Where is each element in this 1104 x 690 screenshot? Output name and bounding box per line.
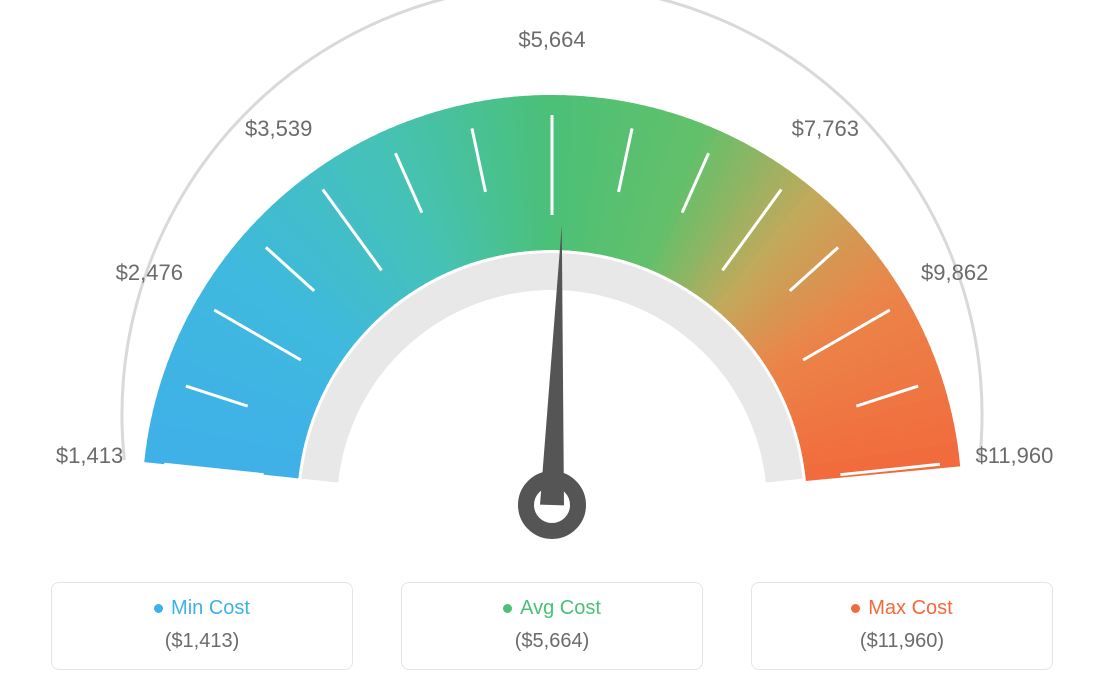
gauge-area: $1,413 $2,476 $3,539 $5,664 $7,763 $9,862 $11,… <box>0 0 1104 560</box>
gauge-tick-label: $2,476 <box>116 260 183 286</box>
cost-gauge-chart: { "gauge": { "type": "gauge", "center_x"… <box>0 0 1104 690</box>
legend-box-avg: Avg Cost ($5,664) <box>401 582 703 670</box>
legend-title-min: Min Cost <box>154 597 250 620</box>
legend-dot-avg <box>503 604 512 613</box>
legend-label-min: Min Cost <box>171 597 250 620</box>
gauge-tick-label: $9,862 <box>921 260 988 286</box>
legend-dot-min <box>154 604 163 613</box>
gauge-tick-label: $11,960 <box>975 443 1053 469</box>
gauge-tick-label: $1,413 <box>56 443 123 469</box>
legend-dot-max <box>851 604 860 613</box>
legend-title-max: Max Cost <box>851 597 952 620</box>
gauge-tick-label: $7,763 <box>792 116 859 142</box>
legend-box-max: Max Cost ($11,960) <box>751 582 1053 670</box>
gauge-tick-label: $3,539 <box>245 116 312 142</box>
legend-value-avg: ($5,664) <box>402 630 702 653</box>
gauge-tick-label: $5,664 <box>518 27 585 53</box>
legend-title-avg: Avg Cost <box>503 597 601 620</box>
legend-label-avg: Avg Cost <box>520 597 601 620</box>
legend-value-max: ($11,960) <box>752 630 1052 653</box>
legend-value-min: ($1,413) <box>52 630 352 653</box>
legend-row: Min Cost ($1,413) Avg Cost ($5,664) Max … <box>0 582 1104 670</box>
legend-label-max: Max Cost <box>868 597 952 620</box>
legend-box-min: Min Cost ($1,413) <box>51 582 353 670</box>
